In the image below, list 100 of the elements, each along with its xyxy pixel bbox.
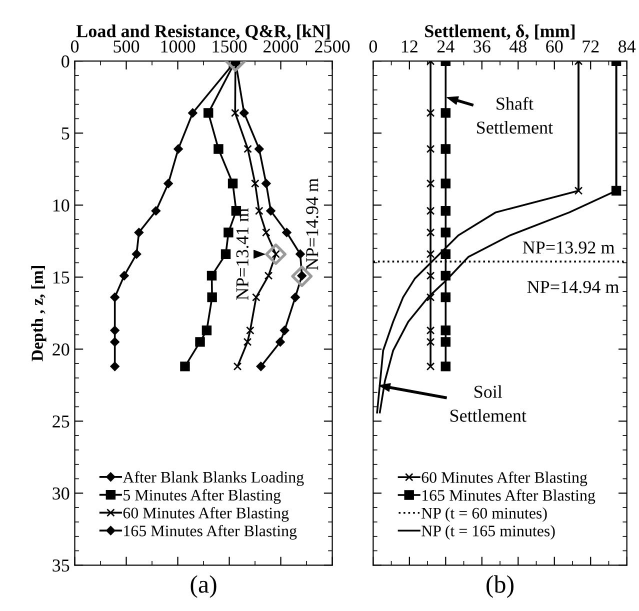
point [280, 326, 290, 336]
point [440, 337, 451, 347]
x-tick-label: 1000 [161, 40, 196, 53]
point [164, 178, 173, 188]
text: (a) [190, 575, 216, 598]
annotation: Shaft Settlement [477, 96, 553, 134]
point [440, 108, 451, 118]
y-tick-label: 10 [53, 199, 70, 212]
point [574, 186, 583, 195]
legend-label: NP (t = 165 minutes) [422, 525, 555, 540]
point [426, 362, 435, 371]
point [426, 206, 435, 216]
point [290, 292, 300, 302]
point [233, 362, 242, 371]
legend-label: 60 Minutes After Blasting [123, 507, 289, 522]
point [202, 326, 212, 336]
y-tick-label: 5 [62, 128, 70, 140]
point [276, 337, 285, 347]
x-tick-label: 36 [474, 40, 490, 53]
point [426, 228, 435, 237]
y-tick-label: 25 [52, 415, 70, 428]
point [180, 362, 190, 372]
point [228, 178, 238, 188]
point [266, 206, 276, 216]
y-tick-label: 20 [52, 343, 70, 356]
annotation: Soil Settlement [450, 385, 526, 422]
legend-label: 165 Minutes After Blasting [422, 489, 596, 504]
annotation: NP=13.92 m [522, 241, 614, 254]
point [252, 293, 260, 302]
point [120, 271, 129, 280]
y-tick-label: 30 [52, 487, 70, 500]
point [426, 272, 435, 280]
point [426, 179, 435, 188]
point [207, 292, 217, 302]
x-tick-label: 84 [618, 40, 636, 53]
point [174, 144, 183, 154]
point [188, 108, 198, 118]
x-tick-label: 0 [369, 40, 377, 53]
x-tick-label: 72 [582, 40, 599, 52]
legend-label: 60 Minutes After Blasting [422, 471, 588, 486]
point [151, 206, 161, 216]
point [296, 249, 305, 259]
point [254, 206, 264, 216]
legend-label: 165 Minutes After Blasting [124, 524, 297, 540]
point [440, 326, 451, 336]
x-tick-label: 24 [437, 40, 454, 52]
point [440, 249, 451, 259]
point [440, 206, 451, 216]
point [265, 244, 287, 265]
y-tick-label: 35 [52, 559, 70, 572]
y-tick-label: 15 [53, 271, 70, 284]
point [230, 108, 240, 118]
point [264, 272, 273, 280]
point [262, 228, 270, 237]
point [224, 228, 234, 238]
point [256, 362, 266, 372]
point [426, 338, 435, 346]
point [282, 228, 292, 238]
point [195, 337, 205, 347]
annotation: NP=14.94 m [527, 280, 619, 294]
point [244, 144, 252, 154]
legend-label: After Blank Blanks Loading [122, 471, 304, 486]
point [426, 108, 435, 118]
point [250, 179, 260, 188]
point [243, 338, 252, 346]
x-tick-label: 2000 [264, 40, 298, 53]
legend-label: 5 Minutes After Blasting [124, 489, 281, 504]
point [214, 144, 224, 154]
y-axis-title: Depth , z, [m] [31, 266, 46, 362]
point [110, 292, 120, 302]
point [426, 293, 435, 302]
text: (b) [486, 575, 514, 598]
y-tick-label: 0 [62, 55, 70, 68]
x-axis-title: Settlement, δ, [mm] [425, 24, 575, 40]
x-tick-label: 500 [114, 40, 140, 53]
point [440, 362, 451, 372]
point [110, 362, 120, 372]
x-axis-title: Load and Resistance, Q&R, [kN] [76, 24, 330, 40]
x-tick-label: 12 [402, 40, 418, 52]
point [239, 108, 249, 118]
x-tick-label: 2500 [315, 40, 350, 53]
legend-label: NP (t = 60 minutes) [422, 507, 547, 522]
x-tick-label: 60 [546, 40, 563, 53]
point [440, 144, 451, 154]
point [206, 270, 217, 281]
point [132, 249, 142, 259]
point [262, 178, 271, 188]
x-tick-label: 0 [70, 40, 79, 53]
point [134, 228, 144, 238]
point [440, 228, 451, 238]
point [204, 108, 214, 118]
point [426, 144, 435, 154]
point [426, 250, 435, 258]
point [110, 326, 120, 336]
point [246, 326, 254, 335]
point [110, 337, 120, 347]
x-tick-label: 1500 [212, 40, 247, 53]
point [254, 144, 264, 154]
x-tick-label: 48 [509, 40, 526, 53]
point [426, 326, 435, 335]
